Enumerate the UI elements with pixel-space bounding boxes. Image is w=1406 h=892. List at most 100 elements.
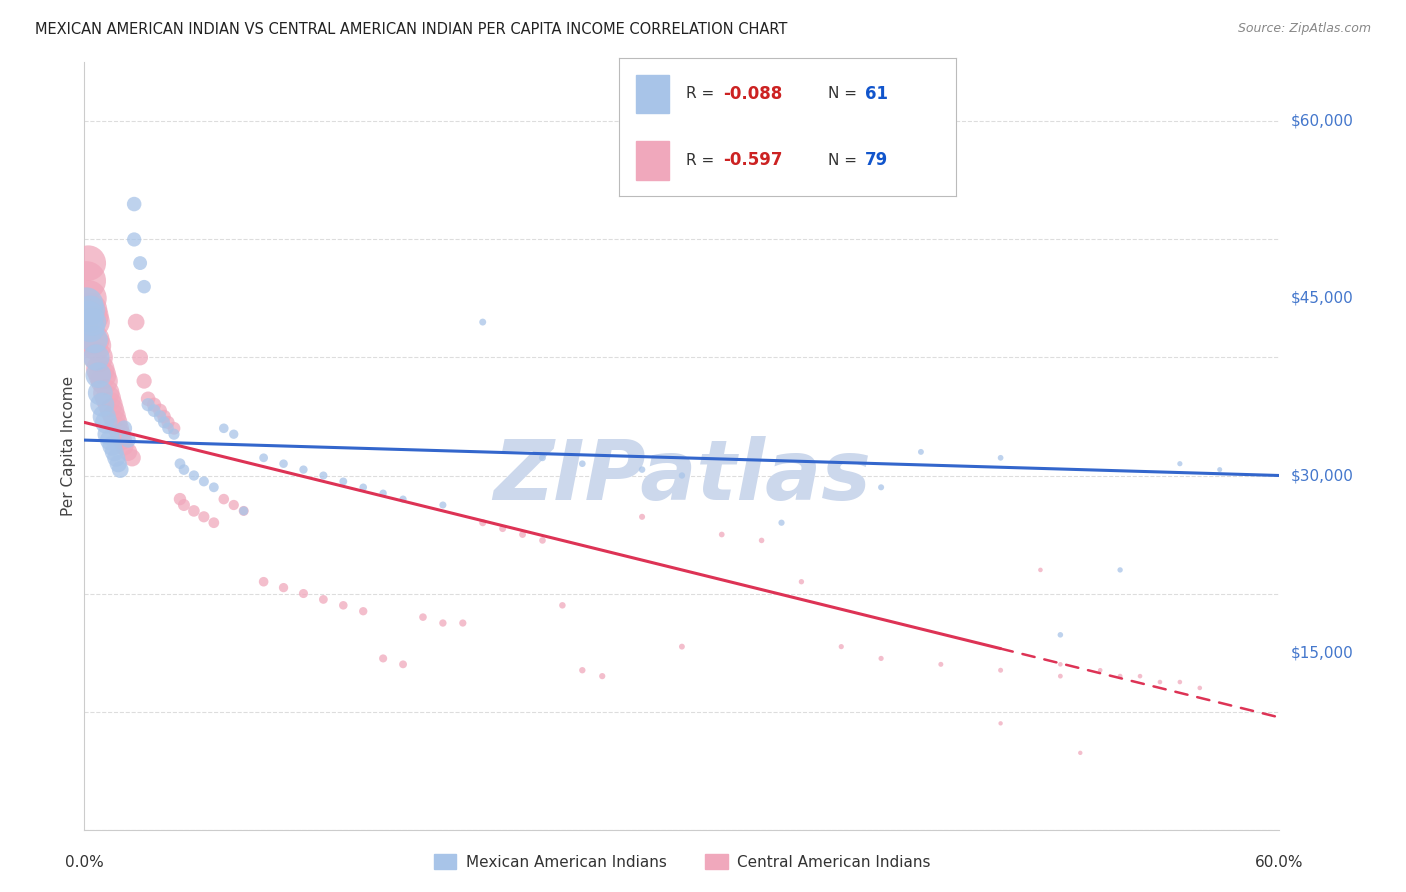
- Point: [77, 309, 100, 323]
- Point: [153, 409, 176, 424]
- Point: [89, 362, 111, 376]
- Text: Source: ZipAtlas.com: Source: ZipAtlas.com: [1237, 22, 1371, 36]
- Point: [169, 457, 191, 471]
- Point: [91, 368, 114, 383]
- Point: [273, 457, 295, 471]
- Point: [212, 492, 235, 507]
- Y-axis label: Per Capita Income: Per Capita Income: [60, 376, 76, 516]
- Point: [222, 427, 245, 442]
- Point: [312, 592, 335, 607]
- Point: [253, 450, 276, 465]
- Point: [157, 416, 180, 430]
- Point: [292, 586, 315, 600]
- Point: [392, 492, 415, 507]
- Point: [117, 445, 139, 459]
- Text: -0.088: -0.088: [723, 85, 783, 103]
- Point: [129, 351, 152, 365]
- Text: ZIPatlas: ZIPatlas: [494, 436, 870, 517]
- Point: [451, 615, 474, 630]
- Point: [132, 279, 156, 293]
- Point: [79, 303, 101, 318]
- Point: [312, 468, 335, 483]
- Point: [101, 403, 124, 417]
- Point: [93, 409, 115, 424]
- Point: [392, 657, 415, 672]
- Point: [103, 409, 125, 424]
- Point: [82, 315, 104, 329]
- Point: [111, 433, 134, 447]
- Point: [202, 516, 225, 530]
- Point: [232, 504, 254, 518]
- Point: [97, 392, 120, 406]
- Point: [132, 374, 156, 388]
- Text: MEXICAN AMERICAN INDIAN VS CENTRAL AMERICAN INDIAN PER CAPITA INCOME CORRELATION: MEXICAN AMERICAN INDIAN VS CENTRAL AMERI…: [35, 22, 787, 37]
- Point: [432, 615, 454, 630]
- Point: [110, 427, 132, 442]
- Point: [671, 640, 693, 654]
- Point: [143, 403, 166, 417]
- Point: [103, 445, 125, 459]
- Point: [1069, 746, 1091, 760]
- Point: [273, 581, 295, 595]
- Point: [129, 256, 152, 270]
- Point: [332, 599, 354, 613]
- Point: [631, 462, 654, 476]
- Point: [512, 527, 534, 541]
- Point: [82, 309, 104, 323]
- Point: [121, 450, 143, 465]
- Point: [193, 509, 215, 524]
- Point: [492, 522, 515, 536]
- Point: [117, 433, 139, 447]
- Point: [149, 409, 172, 424]
- Text: N =: N =: [828, 153, 862, 168]
- Text: $15,000: $15,000: [1291, 645, 1354, 660]
- Point: [1049, 657, 1071, 672]
- Point: [107, 457, 129, 471]
- Point: [571, 663, 593, 677]
- Point: [136, 392, 159, 406]
- Point: [1149, 675, 1171, 690]
- Point: [112, 439, 135, 453]
- Point: [105, 450, 128, 465]
- Text: R =: R =: [686, 153, 720, 168]
- Point: [222, 498, 245, 512]
- Point: [471, 315, 494, 329]
- Point: [110, 462, 132, 476]
- Point: [153, 416, 176, 430]
- Point: [107, 421, 129, 435]
- Point: [591, 669, 613, 683]
- Point: [751, 533, 773, 548]
- Point: [86, 339, 108, 353]
- Point: [373, 486, 395, 500]
- Point: [75, 297, 97, 311]
- Point: [1209, 462, 1232, 476]
- Point: [471, 516, 494, 530]
- Point: [202, 480, 225, 494]
- Text: $45,000: $45,000: [1291, 291, 1354, 306]
- Text: $30,000: $30,000: [1291, 468, 1354, 483]
- Point: [149, 403, 172, 417]
- FancyBboxPatch shape: [636, 141, 669, 179]
- Point: [1090, 663, 1112, 677]
- Point: [212, 421, 235, 435]
- Point: [157, 421, 180, 435]
- Point: [163, 427, 186, 442]
- Point: [87, 368, 110, 383]
- Point: [551, 599, 574, 613]
- Text: 79: 79: [865, 152, 889, 169]
- Text: N =: N =: [828, 87, 862, 102]
- Text: $60,000: $60,000: [1291, 114, 1354, 129]
- Point: [1109, 669, 1132, 683]
- Point: [79, 303, 101, 318]
- Point: [86, 351, 108, 365]
- Point: [352, 480, 374, 494]
- Point: [77, 292, 100, 306]
- Point: [173, 498, 195, 512]
- Point: [173, 462, 195, 476]
- Point: [136, 398, 159, 412]
- Point: [1049, 669, 1071, 683]
- Point: [1109, 563, 1132, 577]
- Point: [83, 333, 105, 347]
- Point: [373, 651, 395, 665]
- Point: [531, 450, 554, 465]
